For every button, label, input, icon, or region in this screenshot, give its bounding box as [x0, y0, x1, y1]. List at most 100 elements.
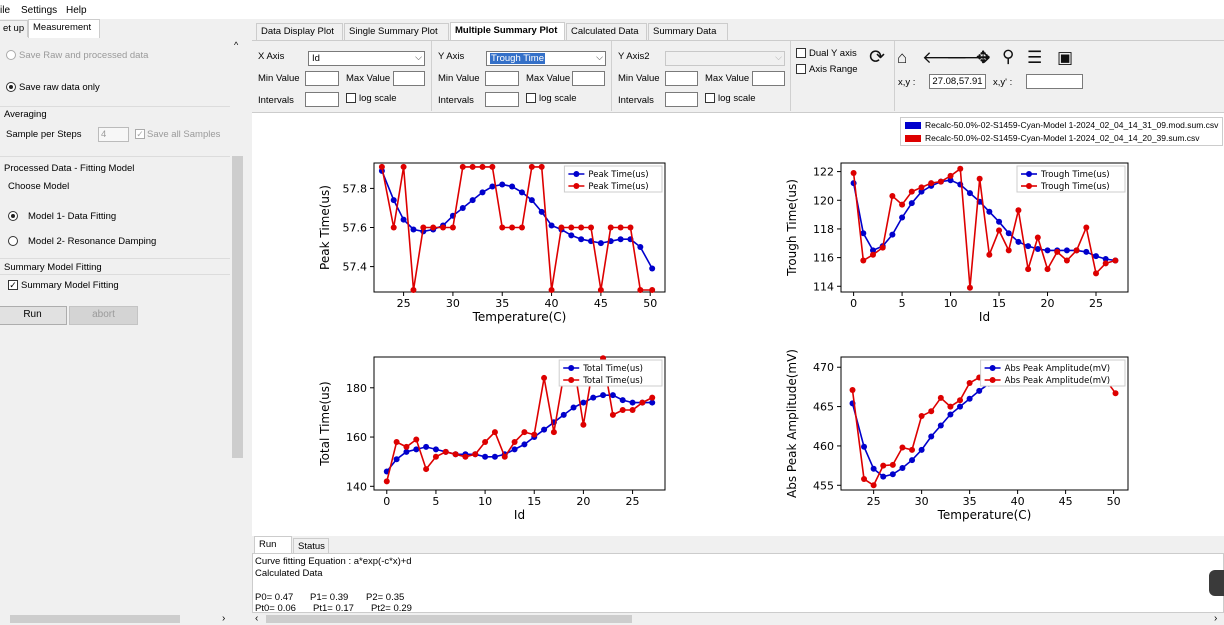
scroll-left-icon[interactable]: ‹	[255, 613, 259, 624]
pan-icon[interactable]: ✥	[976, 48, 991, 67]
data-point	[568, 224, 575, 231]
x-axis-title: Temperature(C)	[937, 508, 1032, 522]
axis-range-checkbox[interactable]	[796, 64, 806, 74]
y2-log-scale-checkbox[interactable]	[705, 93, 715, 103]
dual-y-axis-checkbox[interactable]	[796, 48, 806, 58]
data-point	[1102, 260, 1109, 267]
y-tick-label: 455	[813, 479, 834, 492]
data-point	[1112, 390, 1119, 397]
summary-plots[interactable]: 25 30 35 40 45 5057.457.657.8Temperature(C)Pe…	[252, 113, 1224, 537]
y2-max-input[interactable]	[752, 71, 785, 86]
tab-summary-data[interactable]: Summary Data	[648, 23, 728, 40]
legend-label: Abs Peak Amplitude(mV)	[1005, 376, 1111, 386]
x-tick-label: 25	[626, 495, 640, 508]
legend-box	[980, 359, 1126, 387]
y2-min-input[interactable]	[665, 71, 698, 86]
data-point	[590, 394, 597, 401]
left-horizontal-scrollbar[interactable]: ›	[0, 613, 231, 625]
data-point	[1102, 256, 1109, 263]
x-intervals-input[interactable]	[305, 92, 339, 107]
save-all-samples-checkbox[interactable]: ✓	[135, 129, 145, 139]
run-button[interactable]: Run	[0, 306, 67, 325]
data-point	[966, 395, 973, 402]
back-arrow-icon[interactable]: 🡐	[922, 48, 968, 67]
data-point	[947, 172, 954, 179]
scroll-up-icon[interactable]: ^	[234, 40, 239, 50]
refresh-icon[interactable]: ⟳	[869, 47, 885, 68]
data-point	[462, 453, 469, 460]
x-tick-label: 20	[1041, 297, 1055, 310]
legend-label: Peak Time(us)	[588, 182, 648, 192]
data-point	[1083, 224, 1090, 231]
y-log-scale-label: log scale	[539, 93, 577, 104]
save-raw-processed-radio[interactable]	[6, 50, 16, 60]
x-max-input[interactable]	[393, 71, 425, 86]
zoom-icon[interactable]: ⚲	[1002, 47, 1015, 66]
home-icon[interactable]: ⌂	[897, 48, 908, 67]
data-point	[403, 448, 410, 455]
tab-status[interactable]: Status	[293, 538, 329, 553]
x-tick-label: 35	[495, 297, 509, 310]
model2-radio[interactable]	[8, 236, 18, 246]
configure-subplots-icon[interactable]: ☰	[1027, 48, 1043, 67]
data-point	[597, 240, 604, 247]
abort-button[interactable]: abort	[69, 306, 138, 325]
summary-model-fitting-checkbox[interactable]: ✓	[8, 280, 18, 290]
legend-label: Trough Time(us)	[1040, 182, 1110, 192]
scroll-thumb[interactable]	[232, 156, 243, 458]
forward-arrow-icon[interactable]: 🡒	[946, 48, 992, 67]
x-log-scale-checkbox[interactable]	[346, 93, 356, 103]
save-icon[interactable]: ▣	[1057, 48, 1074, 67]
tab-multiple-summary-plot[interactable]: Multiple Summary Plot	[450, 22, 565, 41]
data-point	[619, 406, 626, 413]
scroll-right-icon[interactable]: ›	[222, 613, 226, 624]
y-axis-select[interactable]: Trough Time ⌵	[486, 51, 606, 66]
scroll-right-icon[interactable]: ›	[1214, 613, 1218, 624]
y-log-scale-checkbox[interactable]	[526, 93, 536, 103]
x-tick-label: 5	[432, 495, 439, 508]
data-point	[957, 165, 964, 172]
y2-intervals-input[interactable]	[665, 92, 698, 107]
data-point	[378, 163, 385, 170]
tab-setup[interactable]: et up	[0, 20, 28, 37]
menu-settings[interactable]: Settings	[21, 5, 58, 16]
scroll-thumb[interactable]	[10, 615, 180, 623]
x-axis-select[interactable]: Id ⌵	[308, 51, 425, 66]
right-horizontal-scrollbar[interactable]: ‹ ›	[252, 613, 1224, 625]
scroll-thumb[interactable]	[266, 615, 632, 623]
data-point	[578, 236, 585, 243]
y-max-input[interactable]	[572, 71, 605, 86]
tab-measurement[interactable]: Measurement	[28, 19, 100, 38]
tab-data-display-plot[interactable]: Data Display Plot	[256, 23, 343, 40]
menu-help[interactable]: Help	[66, 5, 87, 16]
side-widget-icon[interactable]	[1209, 570, 1224, 596]
console-p0: P0= 0.47	[255, 592, 294, 603]
y-axis2-select[interactable]: ⌵	[665, 51, 785, 66]
tab-calculated-data[interactable]: Calculated Data	[566, 23, 647, 40]
data-point	[383, 478, 390, 485]
sample-per-steps-input[interactable]: 4	[98, 127, 129, 142]
data-point	[879, 244, 886, 251]
y-intervals-input[interactable]	[485, 92, 519, 107]
model1-radio[interactable]	[8, 211, 18, 221]
y-tick-label: 57.4	[343, 261, 368, 274]
y2-max-label: Max Value	[705, 73, 750, 84]
data-point	[870, 482, 877, 489]
left-vertical-scrollbar[interactable]: ^	[231, 38, 244, 613]
data-point	[947, 403, 954, 410]
plot-canvas[interactable]: 25 30 35 40 45 50 57.4 57.6 57.8 Temperature(C) Pe…	[252, 112, 1224, 536]
y-min-input[interactable]	[485, 71, 519, 86]
x-tick-label: 50	[643, 297, 657, 310]
x-min-input[interactable]	[305, 71, 339, 86]
data-point	[509, 183, 516, 190]
data-point	[491, 429, 498, 436]
tab-run[interactable]: Run	[254, 536, 292, 555]
data-point	[420, 224, 427, 231]
save-raw-only-radio[interactable]	[6, 82, 16, 92]
data-point	[1044, 266, 1051, 273]
tab-single-summary-plot[interactable]: Single Summary Plot	[344, 23, 449, 40]
menu-file[interactable]: ile	[0, 5, 11, 16]
data-point	[469, 163, 476, 170]
data-point	[1015, 207, 1022, 214]
